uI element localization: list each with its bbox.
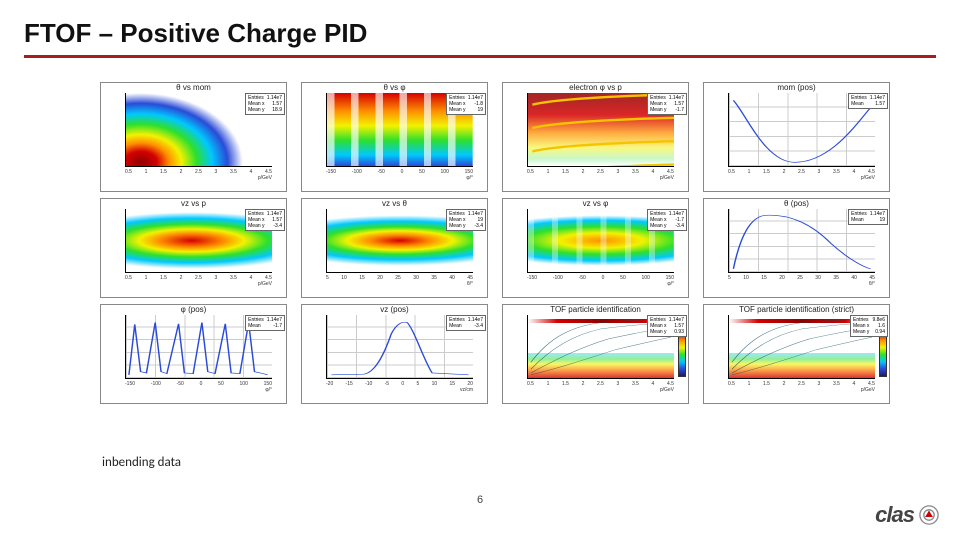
statbox: Entries1.14e7Mean x1.57Mean y0.93 (647, 315, 687, 337)
x-axis: -20-15-10-505101520 (326, 381, 473, 391)
panel-vz_pos: vz (pos) -20-15-10-505101520vz/cm Entries1… (301, 304, 488, 404)
statbox: Entries1.14e7Mean x1.57Mean y18.9 (245, 93, 285, 115)
x-label: φ/° (466, 175, 473, 181)
x-axis: 0.511.522.533.544.5 (125, 275, 272, 285)
x-label: θ/° (467, 281, 473, 287)
panel-title: electron φ vs p (503, 83, 688, 93)
statbox: Entries1.14e7Mean x-1.8Mean y19 (446, 93, 486, 115)
x-axis: 0.511.522.533.544.5 (728, 169, 875, 179)
slide: FTOF – Positive Charge PID θ vs mom 0.511… (0, 0, 960, 540)
slide-title: FTOF – Positive Charge PID (24, 18, 936, 49)
panel-title: φ (pos) (101, 305, 286, 315)
statbox: Entries1.14e7Mean-1.7 (245, 315, 285, 331)
page-number: 6 (477, 494, 483, 506)
panel-tof_pid_strict: TOF particle identification (strict) 0.51… (703, 304, 890, 404)
x-axis: 51015202530354045 (326, 275, 473, 285)
title-rule (24, 55, 936, 58)
logo-text: clas (875, 502, 914, 528)
x-axis: -150-100-50050100150 (527, 275, 674, 285)
x-label: φ/° (265, 387, 272, 393)
title-bar: FTOF – Positive Charge PID (0, 0, 960, 64)
x-axis: 0.511.522.533.544.5 (728, 381, 875, 391)
x-label: p/GeV (660, 387, 674, 393)
x-axis: -150-100-50050100150 (326, 169, 473, 179)
panel-title: mom (pos) (704, 83, 889, 93)
panel-title: θ vs mom (101, 83, 286, 93)
x-axis: 0.511.522.533.544.5 (125, 169, 272, 179)
statbox: Entries1.14e7Mean x19Mean y-3.4 (446, 209, 486, 231)
panel-title: θ vs φ (302, 83, 487, 93)
panel-theta_pos: θ (pos) 51015202530354045θ/° Entries1.14e7… (703, 198, 890, 298)
statbox: Entries9.8e6Mean x1.6Mean y0.94 (850, 315, 888, 337)
statbox: Entries1.14e7Mean19 (848, 209, 888, 225)
panel-title: vz vs φ (503, 199, 688, 209)
panel-vz_vs_phi: vz vs φ -150-100-50050100150φ/° Entries1.1… (502, 198, 689, 298)
panel-title: θ (pos) (704, 199, 889, 209)
panel-vz_vs_theta: vz vs θ 51015202530354045θ/° Entries1.14e7… (301, 198, 488, 298)
panel-title: TOF particle identification (503, 305, 688, 315)
chart-grid: θ vs mom0.511.522.533.544.5p/GeVEntries1… (100, 82, 890, 404)
x-label: p/GeV (861, 175, 875, 181)
panel-phi_pos: φ (pos) -150-100-50050100150φ/° Entries1.1… (100, 304, 287, 404)
panel-electron_phi_vs_p: electron φ vs p 0.511.522.533.544.5p/GeV E… (502, 82, 689, 192)
panel-tof_pid: TOF particle identification 0.511.522.533… (502, 304, 689, 404)
statbox: Entries1.14e7Mean x-1.7Mean y-3.4 (647, 209, 687, 231)
statbox: Entries1.14e7Mean1.57 (848, 93, 888, 109)
x-label: p/GeV (258, 175, 272, 181)
x-axis: 51015202530354045 (728, 275, 875, 285)
x-label: vz/cm (460, 387, 473, 393)
x-label: p/GeV (660, 175, 674, 181)
logo: clas (875, 502, 942, 528)
statbox: Entries1.14e7Mean-3.4 (446, 315, 486, 331)
panel-title: TOF particle identification (strict) (704, 305, 889, 315)
panel-mom_pos: mom (pos) 0.511.522.533.544.5p/GeV Entries… (703, 82, 890, 192)
x-axis: 0.511.522.533.544.5 (527, 169, 674, 179)
panel-title: vz (pos) (302, 305, 487, 315)
panel-title: vz vs p (101, 199, 286, 209)
panel-title: vz vs θ (302, 199, 487, 209)
x-label: φ/° (667, 281, 674, 287)
x-label: θ/° (869, 281, 875, 287)
logo-icon (916, 502, 942, 528)
x-axis: -150-100-50050100150 (125, 381, 272, 391)
x-label: p/GeV (861, 387, 875, 393)
x-axis: 0.511.522.533.544.5 (527, 381, 674, 391)
statbox: Entries1.14e7Mean x1.57Mean y-3.4 (245, 209, 285, 231)
statbox: Entries1.14e7Mean x1.57Mean y-1.7 (647, 93, 687, 115)
panel-vz_vs_p: vz vs p 0.511.522.533.544.5p/GeV Entries1.… (100, 198, 287, 298)
x-label: p/GeV (258, 281, 272, 287)
panel-theta_vs_mom: θ vs mom 0.511.522.533.544.5p/GeV Entries1… (100, 82, 287, 192)
caption: inbending data (102, 455, 181, 470)
panel-phi_vs_theta: θ vs φ -150-100-50050100150φ/° Entries1.14… (301, 82, 488, 192)
